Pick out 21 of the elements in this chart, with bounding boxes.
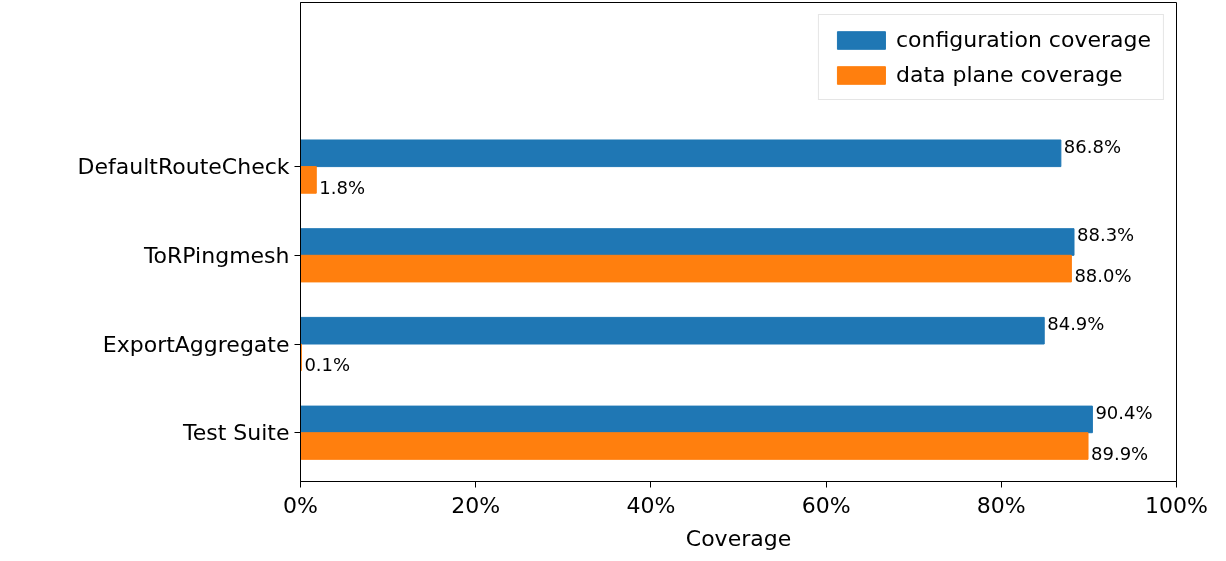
x-axis-title: Coverage (685, 525, 792, 551)
data-label: 88.3% (1077, 224, 1135, 246)
y-tick-label: Test Suite (182, 420, 290, 446)
data-label: 0.1% (304, 353, 351, 375)
data-label: 86.8% (1063, 135, 1122, 157)
y-tick-label: DefaultRouteCheck (77, 154, 290, 180)
x-tick-label: 40% (626, 492, 676, 518)
y-tick-label: ToRPingmesh (142, 242, 290, 268)
y-tick-label: ExportAggregate (102, 331, 290, 357)
x-tick-label: 20% (451, 492, 501, 518)
legend-label: data plane coverage (895, 62, 1123, 87)
data-label: 89.9% (1091, 442, 1149, 464)
data-label: 1.8% (319, 176, 365, 198)
x-tick-label: 80% (976, 492, 1026, 518)
data-label: 90.4% (1095, 401, 1153, 423)
x-tick-label: 0% (283, 492, 318, 518)
data-label: 88.0% (1074, 265, 1132, 287)
x-tick-label: 60% (801, 492, 851, 518)
data-label: 84.9% (1047, 313, 1105, 335)
x-tick-label: 100% (1145, 492, 1208, 518)
legend-label: configuration coverage (895, 27, 1151, 52)
